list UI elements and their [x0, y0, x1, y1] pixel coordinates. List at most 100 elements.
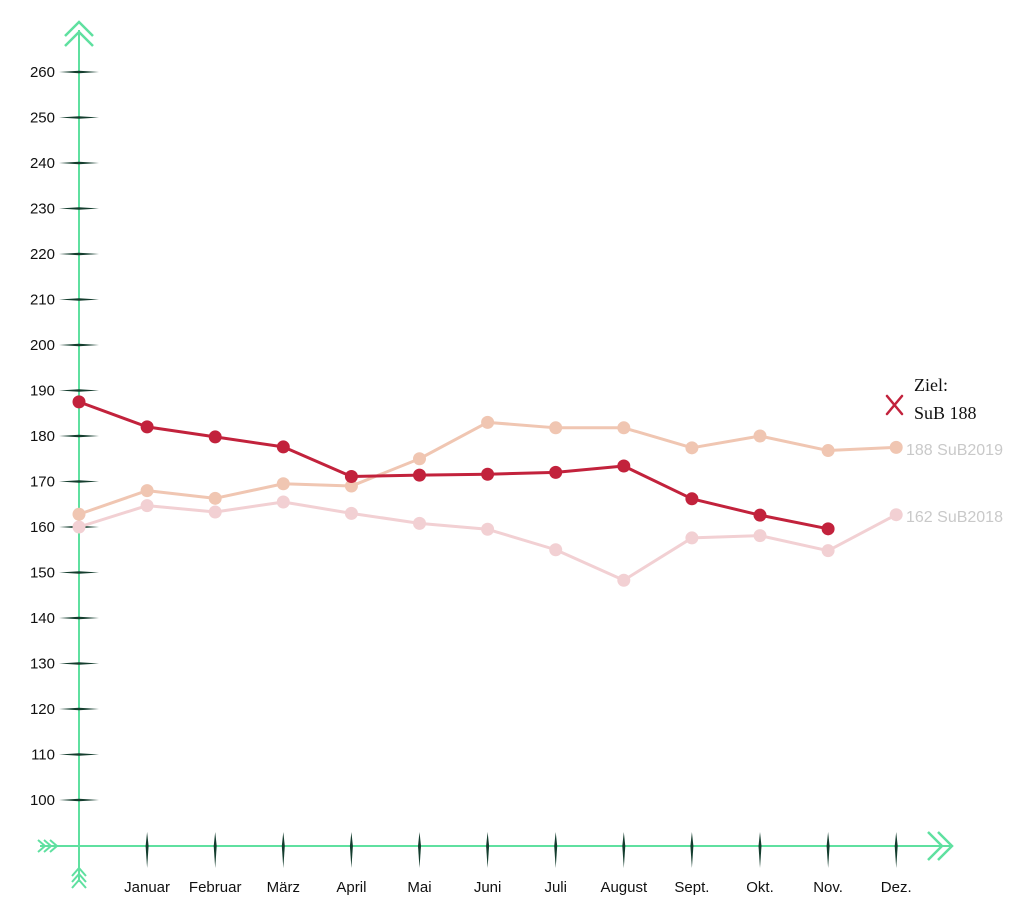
data-point-sub2018 [72, 520, 86, 534]
goal-annotation: Ziel: SuB 188 [885, 375, 977, 423]
data-point-sub2018 [140, 499, 154, 513]
y-tick-label: 100 [30, 792, 55, 809]
data-point-sub2020 [72, 395, 86, 409]
y-tick-label: 140 [30, 610, 55, 627]
x-tick-label: Nov. [813, 879, 843, 896]
goal-x-icon [885, 394, 904, 416]
y-tick-mark [59, 70, 99, 74]
y-tick-mark [59, 207, 99, 210]
y-tick-mark [59, 571, 99, 574]
y-tick-label: 150 [30, 565, 55, 582]
data-point-sub2019 [481, 415, 495, 429]
y-tick-mark [59, 707, 99, 711]
data-point-sub2020 [821, 522, 835, 536]
series-layer [72, 395, 903, 587]
data-point-sub2018 [753, 529, 767, 543]
y-tick-mark [59, 389, 99, 392]
data-point-sub2020 [276, 440, 290, 454]
y-tick-label: 110 [31, 747, 55, 764]
x-tick-label: März [267, 879, 300, 896]
x-tick-label: Mai [407, 879, 431, 896]
data-point-sub2018 [481, 522, 495, 536]
data-point-sub2018 [821, 544, 835, 558]
data-point-sub2020 [140, 420, 154, 434]
data-point-sub2019 [617, 421, 631, 435]
series-sub2018 [72, 495, 903, 587]
data-point-sub2020 [481, 467, 495, 481]
data-point-sub2019 [549, 421, 563, 435]
x-tick-mark [826, 832, 830, 868]
y-tick-mark [59, 298, 99, 301]
data-point-sub2019 [889, 440, 903, 454]
x-tick-mark [145, 832, 149, 868]
x-tick-mark [418, 832, 421, 868]
y-tick-label: 250 [30, 110, 55, 127]
x-tick-mark [213, 832, 217, 868]
data-point-sub2019 [208, 491, 222, 505]
data-point-sub2020 [685, 492, 699, 506]
goal-label-line2: SuB 188 [914, 403, 977, 423]
series-label-sub2018: 162 SuB2018 [906, 509, 1003, 526]
x-tick-mark [894, 832, 898, 868]
data-point-sub2019 [413, 452, 426, 466]
data-point-sub2020 [208, 430, 222, 444]
x-tick-label: Februar [189, 879, 242, 896]
y-tick-label: 260 [30, 64, 55, 81]
data-point-sub2018 [617, 573, 631, 587]
y-tick-mark [59, 662, 99, 665]
x-tick-mark [758, 832, 762, 868]
goal-label-line1: Ziel: [914, 375, 948, 395]
y-tick-label: 240 [30, 155, 55, 172]
x-tick-label: Juni [474, 879, 502, 896]
y-tick-mark [59, 116, 99, 119]
x-tick-label: Juli [544, 879, 567, 896]
y-tick-mark [59, 434, 99, 438]
x-tick-mark [690, 832, 694, 868]
y-tick-mark [59, 252, 99, 256]
data-point-sub2020 [344, 469, 358, 483]
data-point-sub2019 [685, 441, 699, 455]
y-axis-arrow-top-icon [64, 20, 94, 47]
series-sub2019 [72, 415, 903, 521]
x-tick-label: April [336, 879, 366, 896]
x-axis-arrow-right-icon [927, 831, 954, 861]
y-tick-label: 200 [30, 337, 55, 354]
data-point-sub2018 [344, 506, 358, 520]
y-tick-label: 170 [30, 474, 55, 491]
x-tick-label: August [600, 879, 648, 896]
x-tick-mark [281, 832, 285, 868]
y-tick-label: 220 [30, 246, 55, 263]
data-point-sub2019 [344, 479, 358, 493]
y-tick-label: 210 [30, 292, 55, 309]
y-tick-label: 190 [30, 383, 55, 400]
data-point-sub2018 [889, 508, 903, 522]
x-tick-label: Okt. [746, 879, 774, 896]
data-point-sub2019 [753, 429, 767, 443]
x-tick-label: Januar [124, 879, 170, 896]
y-tick-mark [59, 616, 99, 620]
x-tick-label: Dez. [881, 879, 912, 896]
y-tick-mark [59, 343, 99, 347]
data-point-sub2018 [685, 531, 699, 545]
x-tick-mark [622, 832, 626, 868]
x-axis-arrow-left-icon [37, 839, 59, 853]
data-point-sub2018 [549, 543, 563, 557]
y-axis-arrow-bottom-icon [71, 866, 87, 889]
x-tick-mark [486, 832, 490, 868]
y-tick-label: 180 [30, 428, 55, 445]
y-ticks: 100 110 120 130 140 150 160 170 180 190 200 210 220 2… [30, 64, 99, 809]
y-tick-mark [59, 480, 99, 483]
y-tick-mark [59, 753, 99, 756]
x-ticks: Januar Februar März April Mai Juni Juli August S… [124, 832, 912, 896]
data-point-sub2019 [140, 484, 154, 498]
x-tick-mark [554, 832, 558, 868]
data-point-sub2018 [276, 495, 290, 509]
y-tick-label: 130 [30, 656, 55, 673]
x-tick-mark [349, 832, 353, 868]
x-tick-label: Sept. [674, 879, 709, 896]
y-tick-label: 230 [30, 201, 55, 218]
y-tick-label: 120 [30, 701, 55, 718]
data-point-sub2018 [413, 516, 426, 530]
data-point-sub2019 [72, 507, 86, 521]
